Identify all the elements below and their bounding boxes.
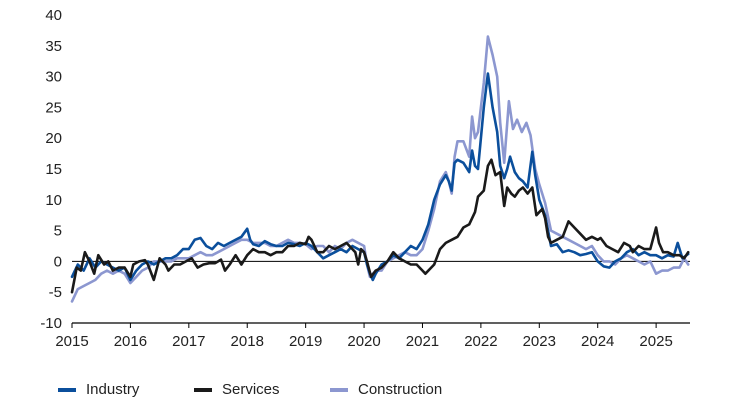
industry-line [70, 72, 690, 282]
y-tick-label: 5 [54, 223, 62, 240]
y-tick-label: 30 [45, 69, 62, 86]
legend-item-industry: Industry [58, 381, 139, 398]
x-tick-label: 2025 [639, 333, 672, 350]
x-tick-label: 2018 [231, 333, 264, 350]
legend-item-construction: Construction [330, 381, 442, 398]
x-axis-tick-marks [71, 323, 657, 328]
x-tick-label: 2015 [55, 333, 88, 350]
x-tick-label: 2016 [114, 333, 147, 350]
y-tick-label: -5 [49, 284, 62, 301]
x-tick-label: 2024 [581, 333, 614, 350]
y-tick-label: 10 [45, 192, 62, 209]
x-tick-label: 2017 [172, 333, 205, 350]
legend-label-industry: Industry [86, 381, 140, 398]
services-line [70, 158, 690, 294]
y-tick-label: 40 [45, 7, 62, 24]
y-tick-label: 20 [45, 130, 62, 147]
legend-label-construction: Construction [358, 381, 443, 398]
y-tick-label: 0 [54, 253, 62, 270]
construction-line [70, 35, 690, 303]
legend-label-services: Services [222, 381, 280, 398]
series-lines [70, 35, 690, 303]
y-axis-tick-labels: 40 35 30 25 20 15 10 5 0 -5 -10 [40, 7, 62, 332]
x-axis-tick-labels: 2015 2016 2017 2018 2019 2020 2021 2022 2023 2024… [55, 333, 672, 350]
x-tick-label: 2023 [523, 333, 556, 350]
x-tick-label: 2022 [464, 333, 497, 350]
x-tick-label: 2021 [406, 333, 439, 350]
legend-swatch-industry [58, 387, 76, 392]
legend-item-services: Services [194, 381, 280, 398]
x-tick-label: 2020 [347, 333, 380, 350]
y-tick-label: 15 [45, 161, 62, 178]
y-tick-label: 35 [45, 38, 62, 55]
y-tick-label: 25 [45, 99, 62, 116]
x-tick-label: 2019 [289, 333, 322, 350]
legend-swatch-services [194, 387, 212, 392]
legend-swatch-construction [330, 387, 348, 392]
y-tick-label: -10 [40, 315, 62, 332]
